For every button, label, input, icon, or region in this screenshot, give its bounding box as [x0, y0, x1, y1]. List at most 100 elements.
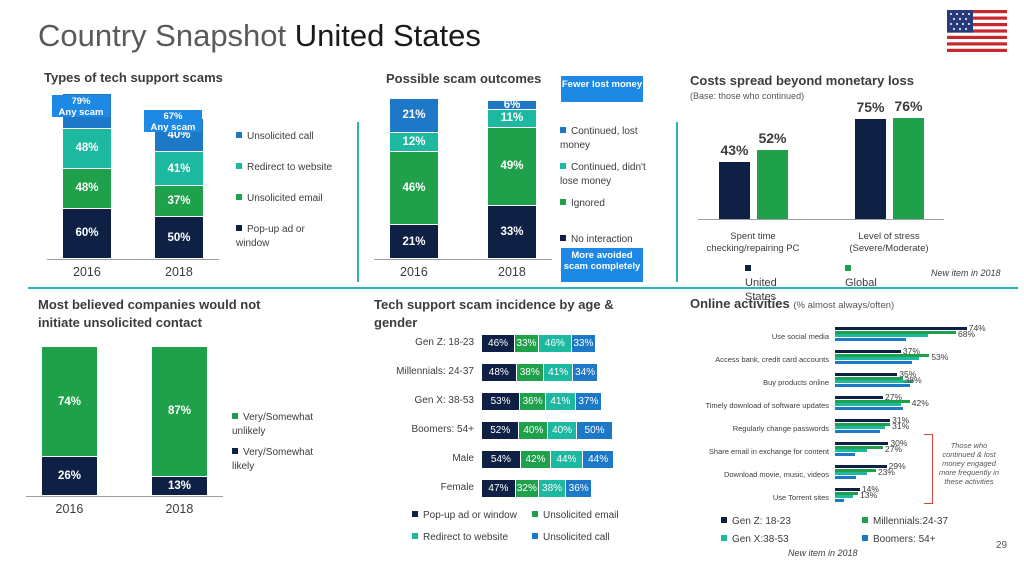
- legend-swatch: [862, 535, 868, 541]
- legend-swatch: [721, 517, 727, 523]
- x-tick-label: 2018: [498, 265, 526, 279]
- x-axis-line: [47, 259, 219, 260]
- x-axis-line: [698, 219, 944, 220]
- row-label: Gen X: 38-53: [414, 395, 474, 406]
- table-cell: 46%: [482, 335, 516, 352]
- legend-swatch: [532, 511, 538, 517]
- bar-millennials-24-37: [835, 376, 903, 380]
- callout-fewer-lost: Fewer lost money: [561, 76, 643, 102]
- legend-swatch: [560, 235, 566, 241]
- legend-swatch: [232, 448, 238, 454]
- legend-swatch: [236, 132, 242, 138]
- callout-more-avoided: More avoided scam completely: [561, 248, 643, 282]
- table-cell: 40%: [519, 422, 549, 439]
- legend-item: Ignored: [560, 197, 660, 211]
- row-label: Millennials: 24-37: [396, 366, 474, 377]
- data-label: 38%: [904, 375, 922, 385]
- data-label: 74%: [968, 323, 986, 333]
- row-label: Boomers: 54+: [411, 424, 474, 435]
- bar-segment: 60%: [63, 208, 111, 259]
- table-cell: 32%: [515, 480, 539, 497]
- bar-boomers-54-: [835, 475, 857, 479]
- data-label: 75%: [856, 99, 885, 116]
- data-label: 27%: [885, 444, 903, 454]
- category-label: Use social media: [771, 332, 829, 341]
- legend-label: Pop-up ad or window: [236, 224, 305, 249]
- data-label: 68%: [958, 329, 976, 339]
- data-label: 31%: [892, 421, 910, 431]
- data-label: 13%: [860, 490, 878, 500]
- bar-millennials-24-37: [835, 399, 910, 403]
- legend-swatch: [560, 199, 566, 205]
- table-cell: 54%: [482, 451, 521, 468]
- legend-label: Millennials:24-37: [873, 516, 949, 527]
- legend-swatch: [236, 194, 242, 200]
- legend-label: United States: [745, 277, 777, 303]
- bar-gen-x-38-53: [835, 334, 928, 337]
- table-cell: 47%: [482, 480, 516, 497]
- category-label: Access bank, credit card accounts: [715, 355, 829, 364]
- legend-label: Unsolicited email: [247, 193, 323, 204]
- legend-swatch: [560, 127, 566, 133]
- bar-global: [757, 149, 788, 219]
- table-cell: 44%: [551, 451, 583, 468]
- table-cell: 38%: [516, 364, 544, 381]
- legend-label: Continued, didn't lose money: [560, 162, 646, 187]
- legend-item: Unsolicited email: [236, 192, 336, 206]
- page-number: 29: [996, 540, 1008, 551]
- bar-gen-z-18-23: [835, 442, 889, 445]
- x-axis-line: [26, 496, 223, 497]
- table-cell: 34%: [573, 364, 598, 381]
- x-tick-label: 2016: [400, 265, 428, 279]
- bar-gen-x-38-53: [835, 357, 919, 360]
- bar-us: [719, 161, 750, 219]
- legend-label: Gen Z: 18-23: [732, 516, 791, 527]
- table-cell: 33%: [515, 335, 539, 352]
- table-cell: 44%: [582, 451, 615, 468]
- bar-millennials-24-37: [835, 445, 884, 449]
- bar-segment: 21%: [390, 225, 438, 259]
- bar-gen-x-38-53: [835, 380, 914, 383]
- legend-label: Redirect to website: [247, 162, 333, 173]
- legend-item: Very/Somewhat likely: [232, 446, 324, 474]
- legend-swatch: [745, 265, 751, 271]
- table-cell: 33%: [572, 335, 596, 352]
- category-label: Download movie, music, videos: [723, 470, 829, 479]
- legend-item: Boomers: 54+: [862, 533, 936, 547]
- bar-us: [855, 119, 886, 219]
- bar-boomers-54-: [835, 498, 844, 502]
- data-label: 53%: [931, 352, 949, 362]
- legend-label: Very/Somewhat unlikely: [232, 412, 314, 437]
- legend-item: Unsolicited call: [532, 531, 610, 545]
- bar-millennials-24-37: [835, 468, 876, 472]
- panel-title-outcomes: Possible scam outcomes: [386, 71, 542, 86]
- page-title: Country Snapshot United States: [38, 18, 481, 53]
- bar-gen-z-18-23: [835, 373, 898, 376]
- legend-label: Very/Somewhat likely: [232, 447, 314, 472]
- data-label: 52%: [758, 129, 787, 146]
- bar-segment: 48%: [63, 128, 111, 169]
- legend-swatch: [845, 265, 851, 271]
- category-label: Buy products online: [763, 378, 829, 387]
- legend-item: Very/Somewhat unlikely: [232, 411, 324, 439]
- bar-gen-z-18-23: [835, 488, 860, 491]
- bar-segment: 49%: [488, 127, 536, 207]
- x-tick-label: 2018: [165, 265, 193, 279]
- data-label: 43%: [720, 141, 749, 158]
- bar-boomers-54-: [835, 360, 912, 364]
- bar-segment: 11%: [488, 110, 536, 128]
- legend-item: Pop-up ad or window: [412, 509, 517, 523]
- data-label: 23%: [877, 467, 895, 477]
- bar-segment: 41%: [155, 152, 203, 187]
- bar-gen-z-18-23: [835, 327, 967, 330]
- table-cell: 40%: [548, 422, 578, 439]
- data-label: 27%: [885, 392, 903, 402]
- table-cell: 36%: [566, 480, 593, 497]
- panel-title-scam-types: Types of tech support scams: [44, 70, 223, 85]
- legend-item: Continued, didn't lose money: [560, 161, 660, 189]
- bar-segment: 50%: [155, 217, 203, 259]
- data-label: 76%: [894, 97, 923, 114]
- bar-boomers-54-: [835, 429, 880, 433]
- legend-label: Ignored: [571, 198, 605, 209]
- legend-label: Redirect to website: [423, 532, 509, 543]
